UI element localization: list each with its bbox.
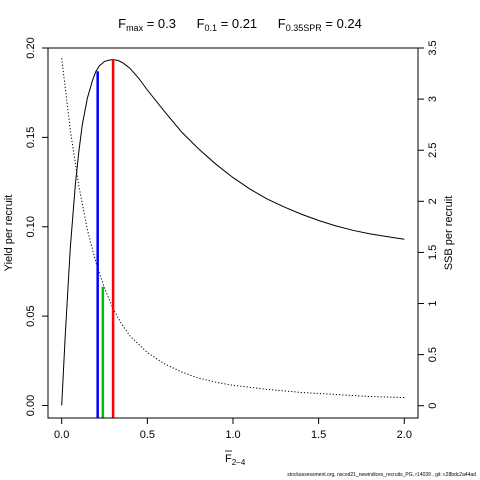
y-right-tick-label: 0 bbox=[427, 403, 439, 409]
y-left-tick-label: 0.20 bbox=[25, 37, 37, 58]
x-axis-label-text: F2−4 bbox=[225, 453, 246, 467]
x-axis-label: F2−4 bbox=[225, 450, 246, 467]
footer-text: stockassessment.org, nscod21_newindices_… bbox=[287, 472, 476, 478]
y-right-tick-label: 1.5 bbox=[427, 245, 439, 260]
x-tick-label: 2.0 bbox=[397, 429, 412, 441]
y-right-tick-label: 3 bbox=[427, 96, 439, 102]
y-axis-left: 0.00 0.05 0.10 0.15 0.20 bbox=[25, 37, 48, 416]
title-part-subscript: 0.35SPR bbox=[286, 23, 323, 33]
y-left-tick-label: 0.00 bbox=[25, 395, 37, 416]
x-label-symbol: F bbox=[225, 453, 232, 465]
title-part-symbol: F bbox=[197, 16, 205, 31]
x-tick-label: 0.5 bbox=[140, 429, 155, 441]
title-part-subscript: max bbox=[126, 23, 144, 33]
y-right-tick-label: 3.5 bbox=[427, 40, 439, 55]
chart-title-text: Fmax = 0.3 F0.1 = 0.21 F0.35SPR = 0.24 bbox=[118, 16, 362, 33]
yield-per-recruit-line bbox=[61, 59, 405, 406]
x-tick-label: 0.0 bbox=[54, 429, 69, 441]
x-label-subscript: 2−4 bbox=[232, 458, 246, 467]
x-tick-label: 1.0 bbox=[225, 429, 240, 441]
series-layer bbox=[61, 58, 405, 406]
x-tick-label: 1.5 bbox=[311, 429, 326, 441]
y-right-tick-label: 0.5 bbox=[427, 347, 439, 362]
reference-lines bbox=[96, 59, 115, 418]
title-part-subscript: 0.1 bbox=[205, 23, 218, 33]
y-right-tick-label: 2 bbox=[427, 198, 439, 204]
y-axis-right: 0 0.5 1 1.5 2 2.5 3 3.5 bbox=[418, 40, 439, 409]
y-right-tick-label: 1 bbox=[427, 300, 439, 306]
y-axis-right-label: SSB per recruit bbox=[443, 196, 455, 271]
ssb-per-recruit-line bbox=[61, 58, 405, 399]
chart-title: Fmax = 0.3 F0.1 = 0.21 F0.35SPR = 0.24 bbox=[118, 16, 362, 33]
x-axis: 0.0 0.5 1.0 1.5 2.0 bbox=[54, 417, 412, 441]
title-part-symbol: F bbox=[278, 16, 286, 31]
y-left-tick-label: 0.15 bbox=[25, 127, 37, 148]
y-left-tick-label: 0.05 bbox=[25, 305, 37, 326]
y-left-tick-label: 0.10 bbox=[25, 216, 37, 237]
title-part-value: = 0.24 bbox=[322, 16, 362, 31]
y-axis-left-label: Yield per recruit bbox=[3, 195, 15, 272]
title-part-value: = 0.21 bbox=[217, 16, 257, 31]
title-part-value: = 0.3 bbox=[143, 16, 176, 31]
title-part-symbol: F bbox=[118, 16, 126, 31]
y-right-tick-label: 2.5 bbox=[427, 143, 439, 158]
